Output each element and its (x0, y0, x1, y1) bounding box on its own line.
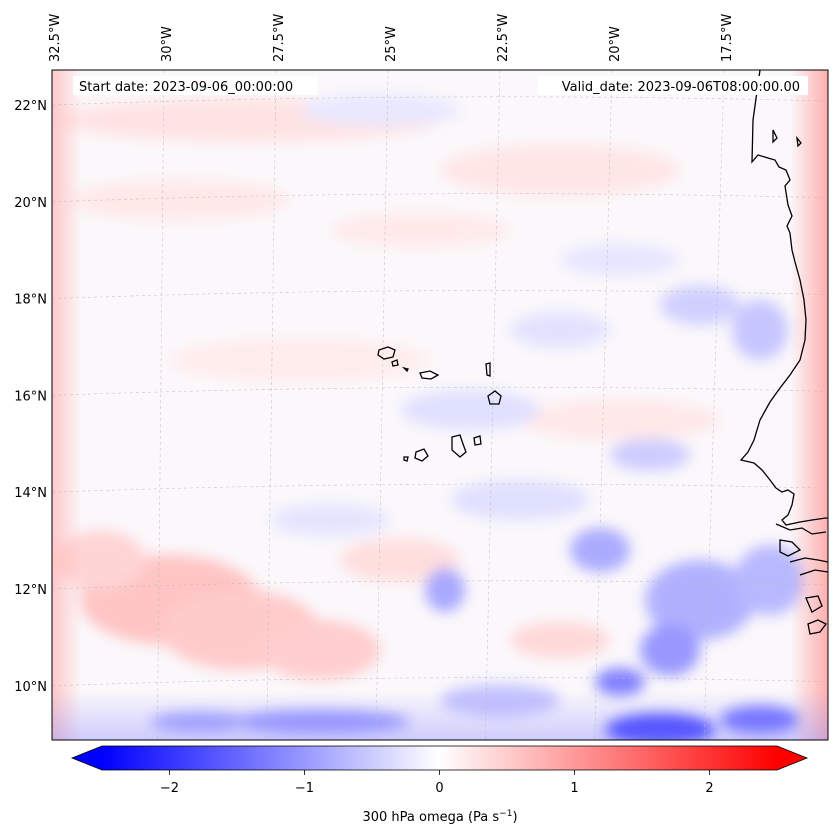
colorbar: −2 −1 0 1 2 300 hPa omega (Pa s−1) (70, 745, 809, 825)
omega-field: Start date: 2023-09-06_00:00:00 Valid_da… (52, 70, 828, 740)
colorbar-tick-label: −2 (160, 781, 179, 796)
meridian-line (703, 70, 725, 740)
lon-tick-label: 32.5°W (48, 14, 63, 62)
lon-tick-label: 17.5°W (720, 14, 735, 62)
omega-blobs (55, 94, 805, 740)
lon-tick-label: 30°W (160, 26, 175, 62)
meridian-line (594, 70, 613, 740)
lat-tick-label: 18°N (14, 293, 47, 308)
parallel-line (52, 483, 828, 493)
colorbar-ticks: −2 −1 0 1 2 (160, 770, 714, 796)
colorbar-outline (70, 745, 809, 771)
map-frame (51, 69, 829, 741)
coastline (377, 70, 828, 635)
colorbar-tick-label: 0 (435, 781, 443, 796)
lat-tick-label: 16°N (14, 389, 47, 404)
start-date-box (73, 76, 317, 95)
colorbar-tick-label: −1 (295, 781, 314, 796)
colorbar-extend-high (777, 746, 807, 770)
parallel-line (52, 290, 828, 299)
lat-tick-label: 12°N (14, 583, 47, 598)
lat-tick-label: 10°N (14, 680, 47, 695)
lon-tick-label: 22.5°W (496, 14, 511, 62)
colorbar-tick-label: 1 (570, 781, 578, 796)
meridian-line (485, 70, 501, 740)
meridian-line (157, 70, 165, 740)
lon-tick-label: 20°W (608, 26, 623, 62)
start-date-text: Start date: 2023-09-06_00:00:00 (79, 80, 293, 95)
meridian-line (266, 70, 277, 740)
parallel-line (52, 193, 828, 203)
colorbar-title: 300 hPa omega (Pa s−1) (362, 809, 517, 825)
lon-tick-label: 25°W (384, 26, 399, 62)
graticule (52, 70, 828, 740)
longitude-tick-labels: 32.5°W 30°W 27.5°W 25°W 22.5°W 20°W 17.5°W (48, 14, 735, 62)
valid-date-text: Valid_date: 2023-09-06T08:00:00.00 (562, 80, 800, 95)
meridian-line (52, 70, 53, 121)
valid-date-box (538, 76, 808, 95)
lon-tick-label: 27.5°W (272, 14, 287, 62)
parallel-line (52, 580, 828, 590)
parallel-line (52, 96, 828, 106)
lat-tick-label: 14°N (14, 486, 47, 501)
latitude-tick-labels: 22°N 20°N 18°N 16°N 14°N 12°N 10°N (14, 99, 47, 695)
parallel-line (52, 677, 828, 687)
parallel-line (52, 386, 828, 396)
colorbar-extend-low (72, 746, 102, 770)
colorbar-gradient (102, 746, 777, 770)
lat-tick-label: 20°N (14, 196, 47, 211)
lat-tick-label: 22°N (14, 99, 47, 114)
colorbar-tick-label: 2 (705, 781, 713, 796)
meridian-line (375, 70, 389, 740)
